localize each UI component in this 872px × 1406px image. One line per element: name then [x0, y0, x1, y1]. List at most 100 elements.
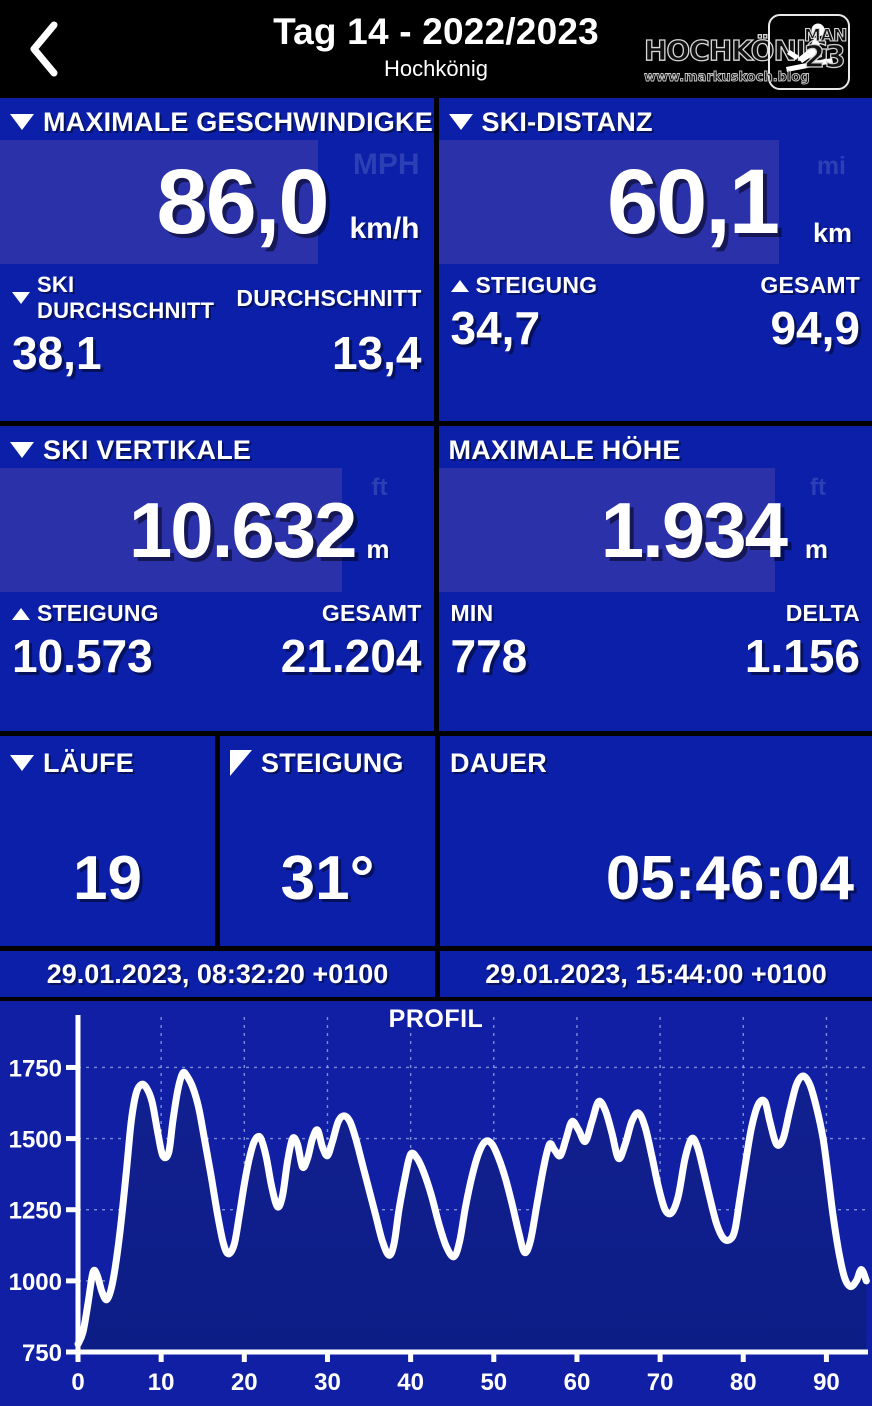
card-max-altitude-subvalues: 778 1.156: [439, 627, 872, 683]
card-runs-value: 19: [0, 848, 215, 910]
card-duration[interactable]: DAUER 05:46:04: [440, 736, 872, 946]
card-ski-distance-sublabels: STEIGUNG GESAMT: [439, 264, 872, 299]
card-duration-caption: DAUER: [440, 736, 872, 782]
sub-right-value: 13,4: [332, 326, 422, 380]
sub-right-label: DURCHSCHNITT: [236, 285, 421, 312]
card-slope-caption-label: STEIGUNG: [261, 748, 404, 779]
unit-inactive-ft[interactable]: ft: [372, 474, 388, 502]
svg-text:80: 80: [730, 1369, 757, 1396]
triangle-up-icon: [12, 608, 30, 620]
triangle-down-icon: [10, 442, 34, 458]
triangle-down-icon: [449, 114, 473, 130]
sub-left-value: 38,1: [12, 326, 102, 380]
svg-text:70: 70: [647, 1369, 674, 1396]
card-slope-caption: STEIGUNG: [220, 736, 435, 782]
sub-left-label-wrap: SKI DURCHSCHNITT: [12, 272, 236, 324]
card-max-speed-caption-label: MAXIMALE GESCHWINDIGKEIT: [43, 107, 434, 138]
card-ski-distance-value-area: mi 60,1 km: [439, 140, 872, 264]
card-max-altitude-sublabels: MIN DELTA: [439, 592, 872, 627]
sub-left-label: STEIGUNG: [476, 272, 598, 299]
card-max-altitude[interactable]: MAXIMALE HÖHE ft 1.934 m MIN DELTA 778 1…: [439, 426, 872, 731]
end-time: 29.01.2023, 15:44:00 +0100: [485, 959, 827, 990]
card-max-altitude-value-area: ft 1.934 m: [439, 468, 872, 592]
card-max-speed[interactable]: MAXIMALE GESCHWINDIGKEIT MPH 86,0 km/h S…: [0, 98, 434, 421]
slope-triangle-icon: [230, 750, 252, 776]
card-slope-value: 31°: [220, 848, 435, 910]
app-header: Tag 14 - 2022/2023 Hochkönig HOCHKÖNIG M…: [0, 0, 872, 98]
sub-left-label: SKI DURCHSCHNITT: [37, 272, 236, 324]
svg-text:40: 40: [397, 1369, 424, 1396]
card-max-altitude-value: 1.934: [601, 484, 786, 576]
logo-url: www.markuskoch.blog: [644, 70, 810, 85]
card-runs[interactable]: LÄUFE 19: [0, 736, 215, 946]
triangle-up-icon: [451, 280, 469, 292]
chevron-left-icon: [27, 20, 61, 78]
sub-right-value: 1.156: [745, 629, 860, 683]
triangle-down-icon: [10, 114, 34, 130]
sub-right-value: 21.204: [281, 629, 422, 683]
sub-left-label-wrap: STEIGUNG: [451, 272, 598, 299]
card-duration-caption-label: DAUER: [450, 748, 547, 779]
card-max-speed-subvalues: 38,1 13,4: [0, 324, 434, 380]
sub-left-label: MIN: [451, 600, 494, 627]
sub-left-value: 778: [451, 629, 528, 683]
chart-title: PROFIL: [0, 1005, 872, 1034]
card-max-speed-sublabels: SKI DURCHSCHNITT DURCHSCHNITT: [0, 264, 434, 324]
triangle-down-icon: [10, 755, 34, 771]
svg-text:60: 60: [564, 1369, 591, 1396]
unit-active-m[interactable]: m: [805, 534, 828, 565]
svg-text:50: 50: [480, 1369, 507, 1396]
unit-active-m[interactable]: m: [366, 534, 389, 565]
card-max-altitude-caption-label: MAXIMALE HÖHE: [449, 435, 681, 466]
card-max-speed-caption: MAXIMALE GESCHWINDIGKEIT: [0, 98, 434, 140]
sub-left-label-wrap: STEIGUNG: [12, 600, 159, 627]
unit-active-km[interactable]: km: [813, 218, 852, 249]
stats-grid: MAXIMALE GESCHWINDIGKEIT MPH 86,0 km/h S…: [0, 98, 872, 1001]
chart-area-fill: [78, 1072, 866, 1352]
logo-year-number: 23: [804, 40, 846, 75]
svg-text:1000: 1000: [9, 1269, 62, 1296]
card-ski-distance-subvalues: 34,7 94,9: [439, 299, 872, 355]
sub-right-label: DELTA: [786, 600, 860, 627]
svg-text:10: 10: [148, 1369, 175, 1396]
unit-inactive-ft[interactable]: ft: [810, 474, 826, 502]
card-ski-distance-caption-label: SKI-DISTANZ: [482, 107, 653, 138]
start-time: 29.01.2023, 08:32:20 +0100: [47, 959, 389, 990]
card-runs-caption-label: LÄUFE: [43, 748, 134, 779]
unit-inactive-mi[interactable]: mi: [817, 152, 846, 181]
sub-left-value: 10.573: [12, 629, 153, 683]
sub-right-label: GESAMT: [760, 272, 860, 299]
resort-logo: HOCHKÖNIG MAN 23 www.markuskoch.blog: [632, 12, 868, 92]
unit-inactive-mph[interactable]: MPH: [353, 148, 420, 182]
card-ski-vertical-caption-label: SKI VERTIKALE: [43, 435, 251, 466]
card-ski-vertical-subvalues: 10.573 21.204: [0, 627, 434, 683]
sub-left-value: 34,7: [451, 301, 541, 355]
start-time-cell: 29.01.2023, 08:32:20 +0100: [0, 951, 435, 997]
card-max-speed-value: 86,0: [156, 156, 327, 248]
card-ski-vertical[interactable]: SKI VERTIKALE ft 10.632 m STEIGUNG GESAM…: [0, 426, 434, 731]
card-ski-vertical-sublabels: STEIGUNG GESAMT: [0, 592, 434, 627]
svg-text:30: 30: [314, 1369, 341, 1396]
end-time-cell: 29.01.2023, 15:44:00 +0100: [440, 951, 872, 997]
svg-text:90: 90: [813, 1369, 840, 1396]
sub-left-label: STEIGUNG: [37, 600, 159, 627]
back-button[interactable]: [14, 16, 74, 82]
card-max-speed-value-area: MPH 86,0 km/h: [0, 140, 434, 264]
svg-text:1750: 1750: [9, 1055, 62, 1082]
unit-active-kmh[interactable]: km/h: [349, 212, 419, 246]
card-max-altitude-caption: MAXIMALE HÖHE: [439, 426, 872, 468]
card-ski-distance-value: 60,1: [607, 156, 778, 248]
card-ski-vertical-value-area: ft 10.632 m: [0, 468, 434, 592]
card-slope[interactable]: STEIGUNG 31°: [220, 736, 435, 946]
card-ski-distance-caption: SKI-DISTANZ: [439, 98, 872, 140]
card-ski-distance[interactable]: SKI-DISTANZ mi 60,1 km STEIGUNG GESAMT: [439, 98, 872, 421]
stats-row-3: LÄUFE 19 STEIGUNG 31° DAUER 05:46:04: [0, 736, 872, 946]
card-ski-vertical-caption: SKI VERTIKALE: [0, 426, 434, 468]
svg-text:20: 20: [231, 1369, 258, 1396]
stats-row-2: SKI VERTIKALE ft 10.632 m STEIGUNG GESAM…: [0, 426, 872, 731]
card-duration-value: 05:46:04: [440, 848, 872, 910]
triangle-down-icon: [12, 292, 30, 304]
